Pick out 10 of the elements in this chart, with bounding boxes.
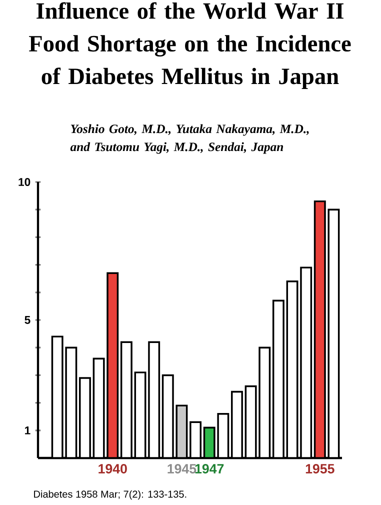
x-tick-label: 1940 xyxy=(98,464,127,474)
x-tick-label: 1947 xyxy=(195,464,224,474)
y-tick-label: 10 xyxy=(18,178,30,186)
x-tick-label: 1955 xyxy=(306,464,334,474)
y-tick-label: 1 xyxy=(25,426,30,434)
y-tick-label: 5 xyxy=(24,316,30,324)
text: Diabetes 1958 Mar; 7(2): 133-135. xyxy=(34,490,186,500)
chart-title: Influence of the World War II Food Shortage on the Incidence of Diabetes Mellitus in Japan xyxy=(29,2,351,89)
x-tick-label: 1945 xyxy=(168,464,196,474)
chart-subtitle: Yoshio Goto, M.D., Yutaka Nakayama, M.D., and Tsutomu Yagi, M.D., Sendai, Japan xyxy=(70,124,309,154)
